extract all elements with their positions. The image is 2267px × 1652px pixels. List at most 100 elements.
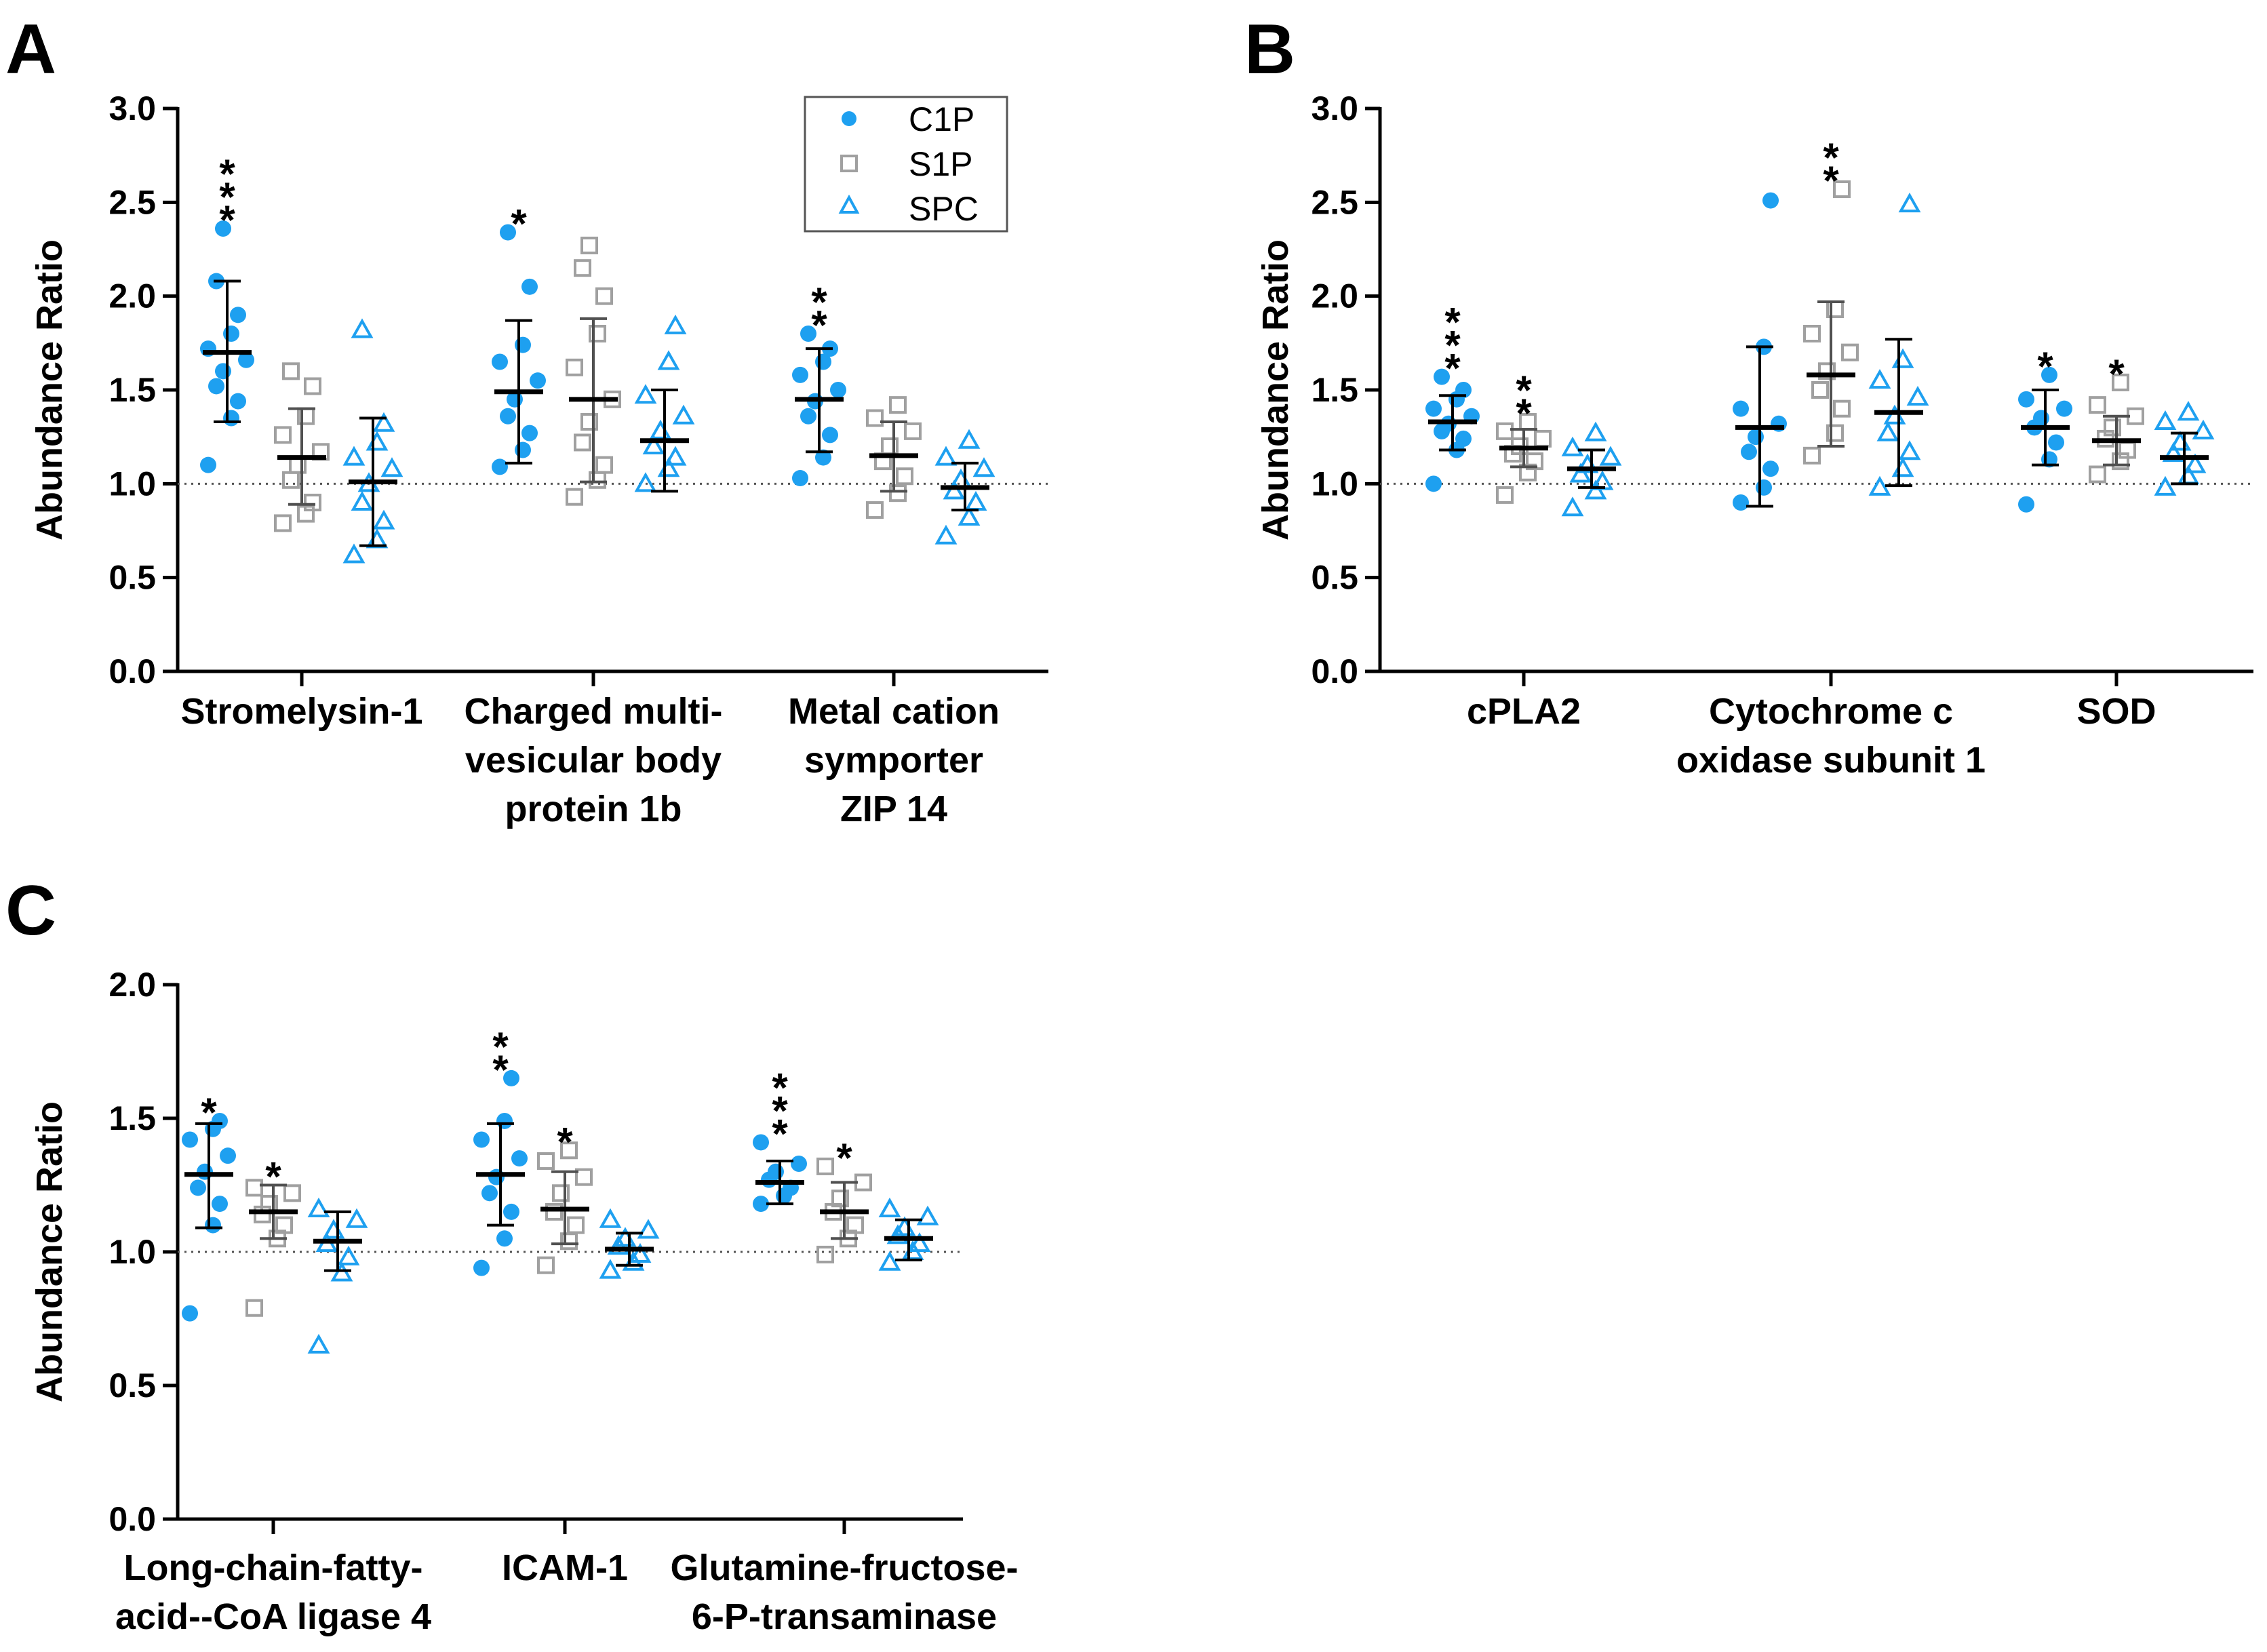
panel-b-s1p-point [1818,362,1836,380]
panel-b-c1p-point [2056,400,2072,417]
panel-b-spc-point [1584,421,1607,441]
panel-c-s1p-point [283,1184,301,1202]
panel-c-c1p-point [481,1185,498,1202]
panel-c-c1p-point [753,1134,769,1151]
panel-c-c1p-point [496,1112,513,1129]
panel-b-s1p-point [2089,465,2106,484]
panel-b-category-label: cPLA2 [1467,691,1581,732]
legend-c1p-label: C1P [909,100,974,138]
panel-c-s1p-point [854,1173,872,1192]
panel-b-ytick-label: 0.5 [1311,559,1358,597]
panel-b-spc-point [2154,475,2177,496]
panel-b-letter: B [1244,10,1295,89]
panel-c-c1p-point [473,1131,490,1148]
panel-c-s1p-point [831,1189,849,1208]
panel-a-c1p-point [815,449,831,466]
panel-b-c1p-point [1733,400,1749,417]
panel-b-c1p-point [1762,460,1779,477]
panel-c-spc-point [599,1259,622,1279]
panel-a-spc-point [972,457,995,477]
panel-a-c1p-point [500,224,516,241]
panel-b-spc-point [2177,401,2200,421]
panel-c-c1p-significance: * [492,1047,509,1093]
panel-a-c1p-point [822,427,838,444]
legend-frame [804,96,1008,233]
panel-b-c1p-point [1425,475,1442,492]
panel-c-s1p-point [245,1299,263,1317]
panel-a-spc-point [943,479,966,500]
panel-a-ytick-label: 2.0 [109,277,156,315]
panel-c-c1p-point [197,1163,213,1180]
panel-b-c1p-point [1762,192,1779,209]
panel-b-c1p-point [1425,400,1442,417]
panel-c-spc-point [599,1208,622,1228]
panel-a-c1p-significance: * [811,279,827,325]
panel-a-spc-point [958,429,981,449]
panel-a-letter: A [5,10,56,89]
panel-a-s1p-point [866,501,884,519]
panel-b-c1p-point [1434,368,1450,385]
panel-a-spc-point [366,431,389,451]
panel-a-s1p-point [566,358,583,376]
panel-c-spc-point [307,1333,330,1354]
panel-c-s1p-significance: * [265,1154,281,1200]
panel-b-ytick-label: 1.5 [1311,371,1358,409]
panel-c-spc-point [330,1261,353,1282]
panel-c-s1p-point [537,1152,555,1171]
legend-spc-label: SPC [909,190,979,228]
panel-c-s1p-point [537,1256,555,1274]
panel-c-spc-point [878,1251,901,1271]
panel-c-c1p-point [768,1163,784,1180]
panel-b-spc-point [1883,404,1906,425]
panel-a-c1p-point [800,408,816,425]
panel-c-y-axis-label: Abundance Ratio [29,1101,70,1402]
panel-b-spc-point [1868,475,1891,496]
legend-s1p-label: S1P [909,145,973,183]
panel-b-s1p-point [1826,424,1844,442]
panel-a-c1p-point [223,410,239,427]
panel-a-spc-point [958,506,981,526]
panel-a-spc-point [949,468,972,488]
panel-a-s1p-point [889,484,907,503]
panel-c-category-label: ICAM-1 [502,1548,628,1588]
panel-b-spc-point [2169,431,2192,451]
panel-b-c1p-point [1741,444,1757,460]
panel-b-spc-point [1876,421,1899,441]
panel-a-ytick-label: 0.5 [109,559,156,597]
legend-s1p-marker [840,155,858,172]
panel-b-c1p-point [2033,410,2049,427]
panel-b-c1p-significance: * [1444,300,1461,345]
panel-b-c1p-significance: * [2037,344,2053,389]
panel-a-s1p-point [595,287,613,305]
panel-c-c1p-point [190,1179,206,1196]
panel-a-spc-point [649,419,672,439]
panel-c-c1p-point [220,1147,236,1164]
panel-a-c1p-point [521,278,538,295]
panel-a-spc-point [634,384,657,404]
panel-a-c1p-point [515,441,531,458]
panel-a-spc-point [672,404,695,425]
panel-b-spc-point [1584,479,1607,500]
panel-c-s1p-point [245,1179,263,1197]
legend-c1p-marker [842,111,856,126]
panel-a-spc-point [964,490,987,511]
panel-c-c1p-point [753,1196,769,1213]
panel-a-category-label: Charged multi- [464,691,722,732]
panel-a-c1p-point [500,408,516,425]
panel-c-s1p-point [816,1245,834,1263]
panel-a-c1p-significance: * [219,174,235,220]
panel-b-c1p-point [1455,430,1472,447]
panel-c-c1p-significance: * [772,1065,788,1110]
panel-b-ytick-label: 2.0 [1311,277,1358,315]
panel-c-s1p-point [552,1184,570,1202]
panel-b-s1p-point [2104,418,2121,437]
panel-c-spc-point [629,1242,652,1263]
panel-c-spc-point [637,1219,660,1239]
panel-b-spc-point [1891,457,1914,477]
panel-c-ytick-label: 1.5 [109,1099,156,1137]
panel-c-spc-point [337,1245,360,1265]
panel-a-s1p-point [282,471,300,489]
panel-a-category-label: Stromelysin-1 [180,691,422,732]
panel-a-category-label: symporter [804,740,983,781]
panel-b-spc-point [2154,410,2177,431]
